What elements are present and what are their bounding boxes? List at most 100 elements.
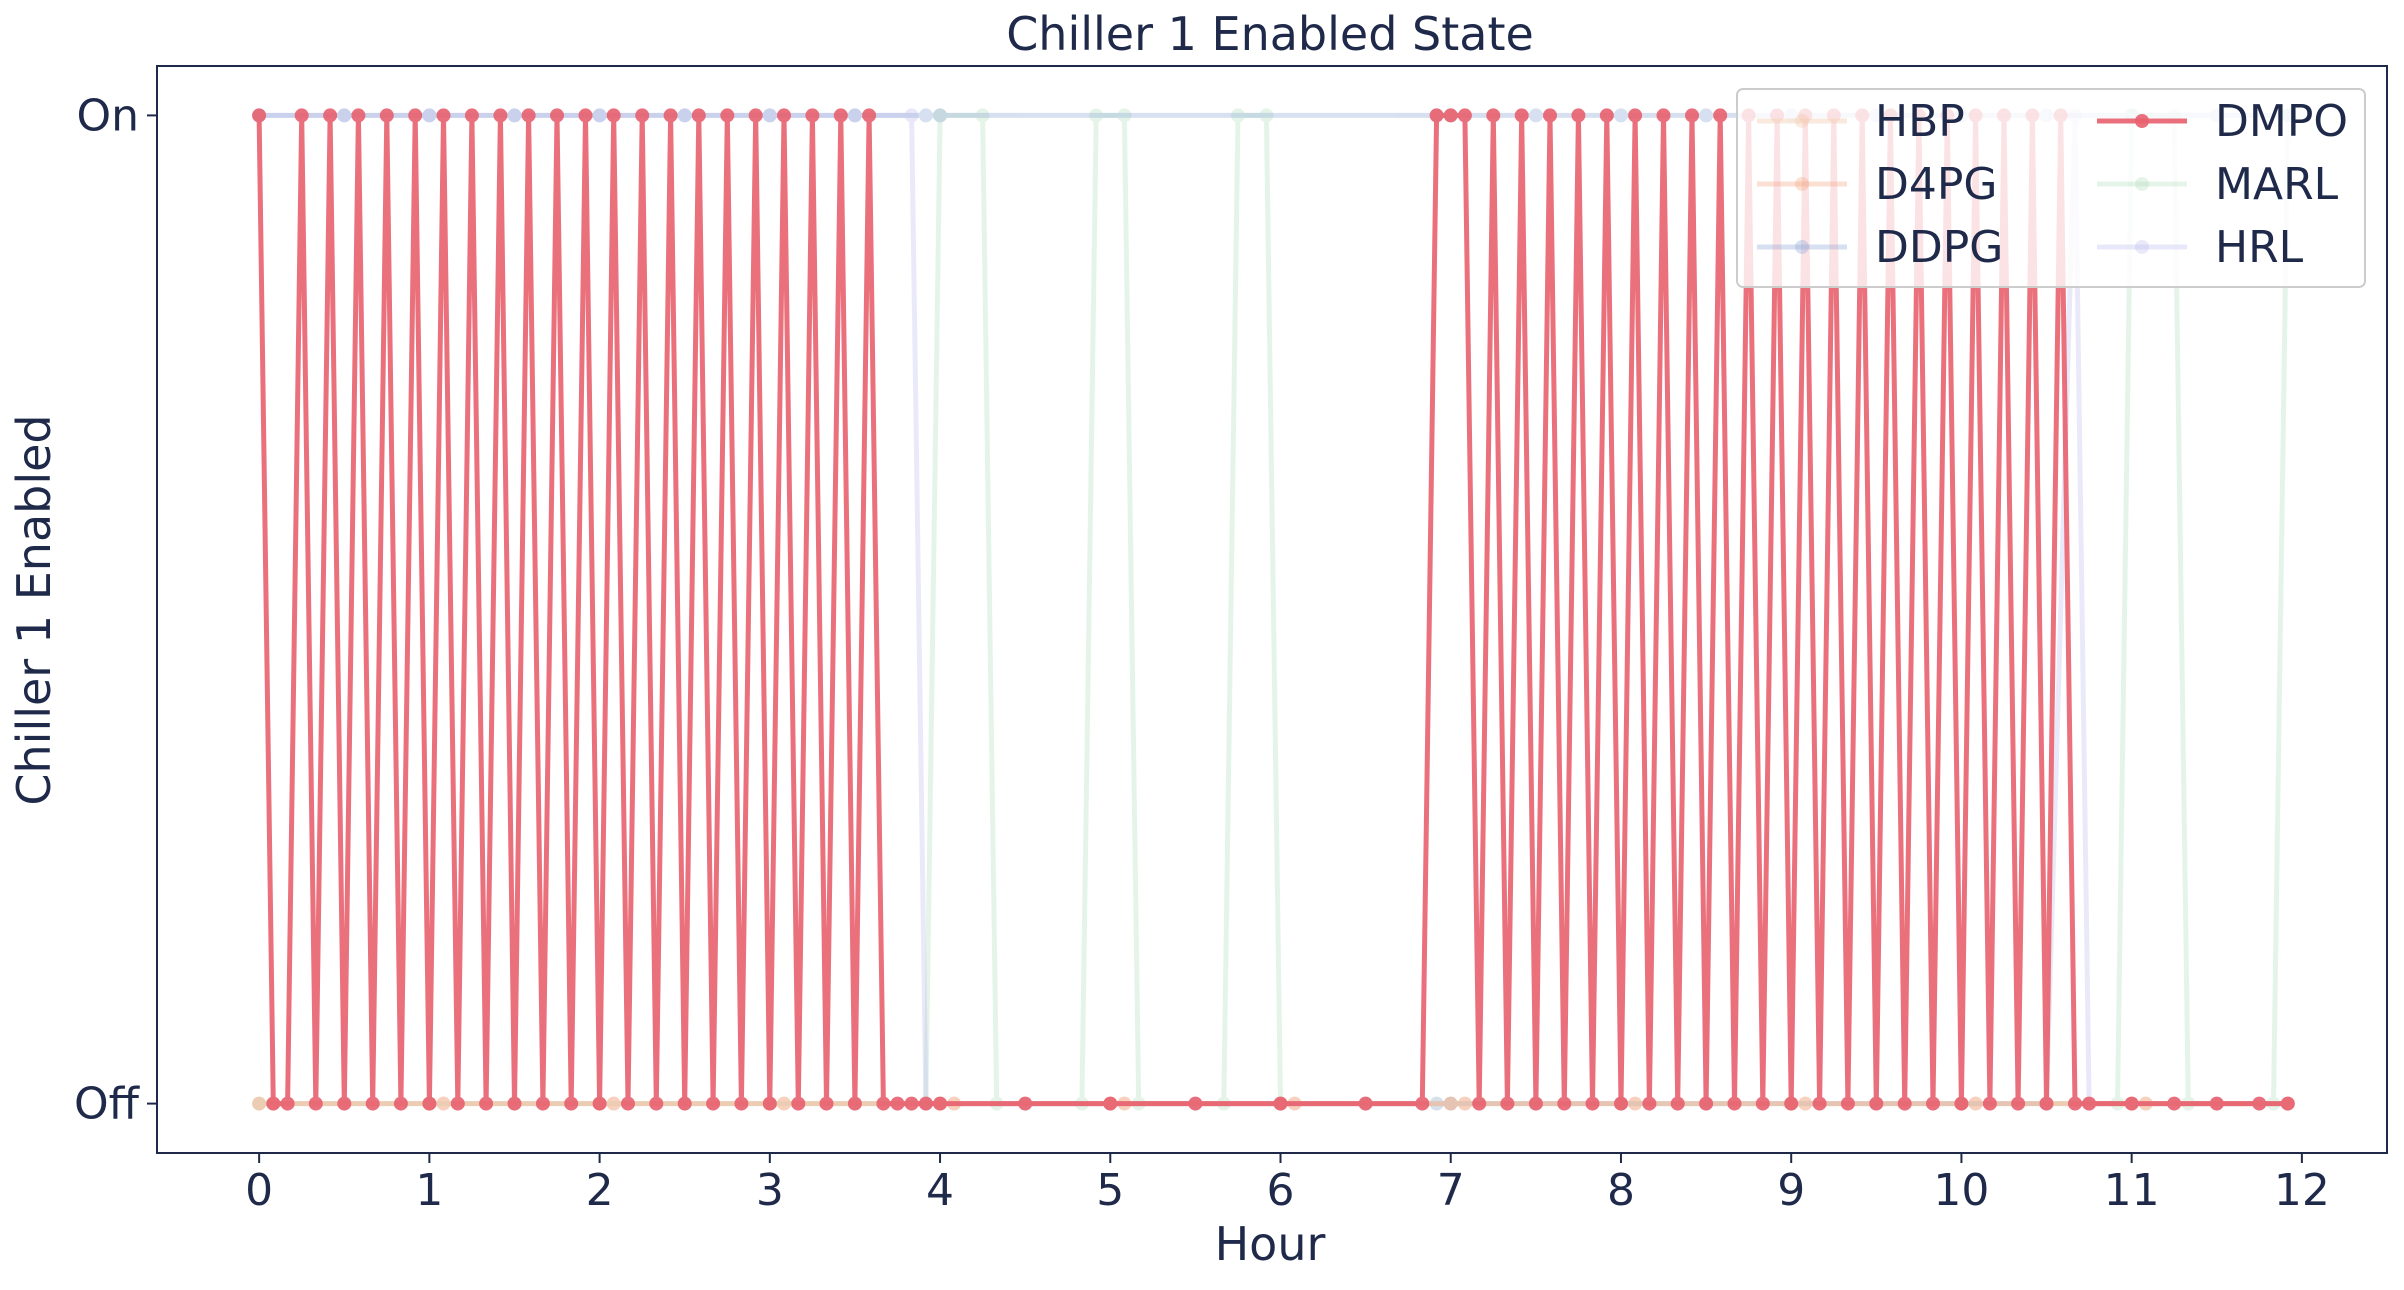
- data-point-dmpo: [847, 1096, 862, 1111]
- data-point-dmpo: [933, 1096, 948, 1111]
- data-point-marl: [1231, 108, 1245, 123]
- data-point-d4pg: [1798, 1096, 1813, 1111]
- data-point-dmpo: [1926, 1096, 1940, 1111]
- data-point-dmpo: [564, 1096, 579, 1111]
- data-point-dmpo: [635, 108, 650, 123]
- data-point-dmpo: [266, 1096, 281, 1111]
- legend-label-ddpg: DDPG: [1875, 222, 2003, 273]
- data-point-dmpo: [2167, 1096, 2182, 1111]
- data-point-marl: [1259, 108, 1274, 123]
- data-point-dmpo: [1514, 108, 1529, 123]
- legend-label-dmpo: DMPO: [2215, 96, 2348, 147]
- data-point-dmpo: [1585, 1096, 1600, 1111]
- legend-label-hrl: HRL: [2215, 222, 2304, 273]
- data-point-dmpo: [777, 108, 791, 123]
- legend-swatch-marker: [1795, 114, 1809, 128]
- x-axis: 0 1 2 3 4 5 6 7 8 9 10 11 12: [245, 1153, 2330, 1216]
- legend-swatch-marker: [1795, 177, 1809, 191]
- data-point-dmpo: [2209, 1096, 2224, 1111]
- legend-entry-dmpo: DMPO: [2097, 96, 2348, 147]
- data-point-dmpo: [351, 108, 366, 123]
- data-point-ddpg: [337, 108, 352, 123]
- data-point-dmpo: [862, 108, 877, 123]
- data-point-dmpo: [1713, 108, 1728, 123]
- data-point-dmpo: [2039, 1096, 2054, 1111]
- data-point-d4pg: [1968, 1096, 1983, 1111]
- data-point-dmpo: [706, 1096, 721, 1111]
- data-point-hrl: [422, 108, 437, 123]
- data-point-dmpo: [1727, 1096, 1742, 1111]
- data-point-hbp: [1443, 1096, 1458, 1111]
- data-point-d4pg: [1457, 1096, 1472, 1111]
- data-point-ddpg: [1614, 108, 1628, 123]
- data-point-dmpo: [450, 1096, 465, 1111]
- data-point-dmpo: [2124, 1096, 2139, 1111]
- legend-entry-d4pg: D4PG: [1757, 159, 1998, 210]
- data-point-marl: [933, 108, 948, 123]
- data-point-ddpg: [1528, 108, 1543, 123]
- data-point-d4pg: [1443, 1096, 1458, 1111]
- data-point-dmpo: [762, 1096, 777, 1111]
- data-point-dmpo: [2082, 1096, 2097, 1111]
- data-point-dmpo: [1812, 1096, 1827, 1111]
- data-point-d4pg: [1628, 1096, 1643, 1111]
- data-point-marl: [1429, 1096, 1444, 1111]
- data-point-dmpo: [1571, 108, 1586, 123]
- legend-swatch-marker: [1795, 240, 1809, 254]
- data-point-dmpo: [833, 108, 848, 123]
- x-tick-label: 11: [2104, 1165, 2160, 1216]
- data-point-marl: [252, 1096, 267, 1111]
- y-tick-label: Off: [74, 1079, 141, 1130]
- data-point-hbp: [1798, 1096, 1813, 1111]
- data-point-marl: [1089, 108, 1104, 123]
- series-line-marl: [259, 112, 2291, 1107]
- data-point-dmpo: [748, 108, 763, 123]
- data-point-dmpo: [890, 1096, 905, 1111]
- data-point-hrl: [507, 108, 522, 123]
- data-point-hrl: [847, 108, 862, 123]
- data-point-dmpo: [1018, 1096, 1033, 1111]
- data-point-dmpo: [1273, 1096, 1288, 1111]
- data-point-dmpo: [1103, 1096, 1118, 1111]
- x-tick-label: 1: [415, 1165, 443, 1216]
- data-point-dmpo: [365, 1096, 380, 1111]
- x-tick-label: 7: [1437, 1165, 1465, 1216]
- data-point-d4pg: [252, 1096, 267, 1111]
- data-point-dmpo: [691, 108, 706, 123]
- data-point-dmpo: [464, 108, 479, 123]
- data-point-dmpo: [1188, 1096, 1203, 1111]
- data-point-dmpo: [819, 1096, 834, 1111]
- data-point-dmpo: [1415, 1096, 1430, 1111]
- data-point-dmpo: [493, 108, 508, 123]
- data-point-dmpo: [876, 1096, 891, 1111]
- data-point-dmpo: [918, 1096, 933, 1111]
- data-point-dmpo: [323, 108, 338, 123]
- data-point-dmpo: [337, 1096, 352, 1111]
- x-tick-label: 2: [586, 1165, 614, 1216]
- data-point-dmpo: [1840, 1096, 1855, 1111]
- data-point-dmpo: [422, 1096, 437, 1111]
- x-tick-label: 8: [1607, 1165, 1635, 1216]
- data-point-dmpo: [252, 108, 267, 123]
- data-point-dmpo: [663, 108, 678, 123]
- data-point-dmpo: [904, 1096, 919, 1111]
- y-axis: Off On: [74, 90, 157, 1130]
- data-point-dmpo: [1457, 108, 1472, 123]
- legend-entry-marl: MARL: [2097, 159, 2339, 210]
- data-point-dmpo: [1628, 108, 1643, 123]
- data-point-dmpo: [1755, 1096, 1770, 1111]
- y-axis-label: Chiller 1 Enabled: [7, 414, 61, 805]
- data-point-dmpo: [1869, 1096, 1884, 1111]
- legend-label-hbp: HBP: [1875, 96, 1965, 147]
- data-point-dmpo: [1670, 1096, 1685, 1111]
- data-point-hbp: [1628, 1096, 1643, 1111]
- data-point-dmpo: [720, 108, 735, 123]
- data-point-dmpo: [592, 1096, 607, 1111]
- data-point-dmpo: [1472, 1096, 1487, 1111]
- data-point-dmpo: [1897, 1096, 1912, 1111]
- legend-swatch-marker: [2135, 114, 2149, 128]
- data-point-dmpo: [1543, 108, 1557, 123]
- data-point-dmpo: [1528, 1096, 1543, 1111]
- data-point-dmpo: [805, 108, 820, 123]
